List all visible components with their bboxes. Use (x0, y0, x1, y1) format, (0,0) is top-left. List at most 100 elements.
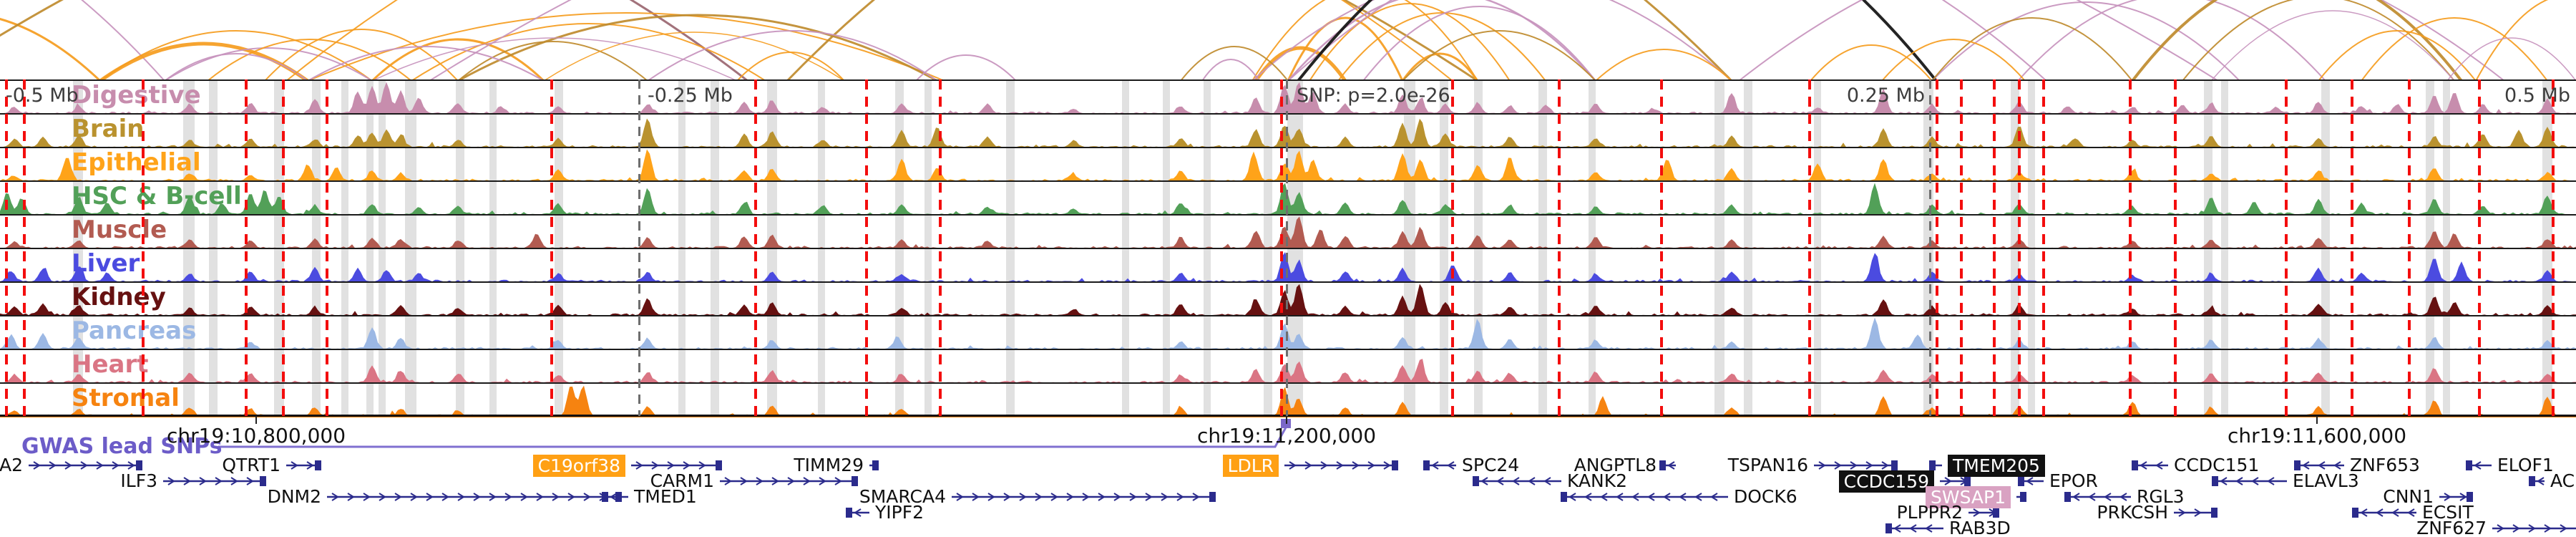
axis-tick-label: chr19:11,600,000 (2227, 424, 2407, 448)
axis-tick-label: chr19:11,200,000 (1196, 424, 1377, 448)
signal-area (0, 252, 2576, 283)
gene-ilf3 (163, 476, 266, 486)
interaction-arc (429, 0, 2219, 81)
gene-label-timm29: TIMM29 (794, 455, 864, 475)
lead-snp-dashed-line (1936, 79, 1938, 416)
lead-snp-dashed-line (1808, 79, 1811, 416)
gene-label-elof1: ELOF1 (2497, 455, 2554, 475)
interaction-arc (736, 52, 845, 81)
interaction-arc (1180, 46, 1289, 81)
signal-area (0, 216, 2576, 249)
interaction-arc (307, 12, 945, 81)
gene-label-rab3d: RAB3D (1949, 518, 2011, 537)
gene-cnn1 (2439, 492, 2473, 502)
gene-label-carm1: CARM1 (650, 470, 714, 491)
gwas-line (218, 427, 1287, 448)
interaction-arc (1287, 0, 1596, 81)
gene-label-dock6: DOCK6 (1734, 486, 1797, 507)
lead-snp-dashed-line (2351, 79, 2353, 416)
gene-label-plppr2: PLPPR2 (1896, 502, 1963, 523)
track-label: Pancreas (72, 316, 197, 345)
gene-label-znf653: ZNF653 (2350, 455, 2420, 475)
gene-znf627 (2492, 524, 2576, 533)
offset-label: 0.25 Mb (1846, 84, 1925, 107)
interaction-arc (543, 32, 845, 81)
gene-label-ccdc151: CCDC151 (2174, 455, 2260, 475)
interaction-arc (1252, 0, 1478, 81)
gene-label-tmed1: TMED1 (634, 486, 697, 507)
track-label: Heart (72, 350, 149, 379)
track-label: HSC & B-cell (72, 182, 242, 211)
gene-smarca4 (952, 492, 1216, 502)
lead-snp-dashed-line (282, 79, 285, 416)
gwas-lead-snps-label: GWAS lead SNPs (21, 434, 223, 459)
interaction-arc (915, 54, 1017, 81)
interaction-arc (0, 18, 102, 81)
gene-4a2 (29, 460, 142, 470)
signal-area (0, 118, 2576, 148)
interaction-arc (80, 0, 165, 81)
gene-label-dnm2: DNM2 (267, 486, 321, 507)
gene-elavl3 (2212, 476, 2287, 486)
interaction-arc (1931, 1, 2240, 81)
gene-dock6 (1561, 492, 1728, 502)
gene-label-tspan16: TSPAN16 (1727, 455, 1808, 475)
interaction-arc (371, 38, 545, 81)
offset-label: 0.5 Mb (2504, 84, 2570, 107)
interaction-arc (207, 39, 412, 81)
track-label: Stromal (72, 384, 180, 412)
interaction-arc (1402, 30, 1596, 81)
gene-label-cnn1: CNN1 (2383, 486, 2434, 507)
gene-prkcsh (2174, 508, 2218, 518)
interaction-arc (2182, 0, 2455, 81)
interaction-arc (647, 30, 938, 81)
gene-timm29 (869, 460, 879, 470)
interaction-arc (1201, 59, 1260, 81)
signal-area (0, 284, 2576, 316)
interaction-arc (1595, 49, 1732, 81)
gene-ecsit (2352, 508, 2416, 518)
lead-snp-dashed-line (1280, 79, 1283, 416)
lead-snp-dashed-line (754, 79, 757, 416)
gene-rgl3 (2064, 492, 2131, 502)
signal-area (0, 359, 2576, 384)
axis-tick-label: chr19:10,800,000 (166, 424, 346, 448)
gene-label-4a2: 4A2 (0, 455, 23, 475)
track-pancreas: Pancreas (0, 315, 2576, 350)
interaction-arc (1337, 12, 1546, 81)
interaction-arc (457, 14, 938, 81)
lead-snp-dashed-line (1558, 79, 1561, 416)
gene-ccdc151 (2132, 460, 2168, 470)
interaction-arc (629, 0, 748, 81)
track-label: Liver (72, 249, 140, 278)
gene-label-acp: ACP (2550, 470, 2576, 491)
lead-snp-dashed-line (2129, 79, 2132, 416)
gene-rab3d (1885, 523, 1943, 533)
gene-label-qtrt1: QTRT1 (222, 455, 280, 475)
signal-area (0, 183, 2576, 216)
gene-carm1 (720, 476, 858, 486)
reference-dashed-line (1286, 79, 1288, 416)
lead-snp-dashed-line (1993, 79, 1996, 416)
lead-snp-dashed-line (2478, 79, 2481, 416)
gene-ldlr (1284, 460, 1398, 470)
interaction-arc (0, 0, 1478, 81)
interaction-arc (2017, 0, 2326, 81)
interaction-arc (371, 37, 738, 81)
lead-snp-dashed-line (142, 79, 145, 416)
interaction-arcs-panel (0, 0, 2576, 81)
interaction-arc (1362, 6, 1596, 81)
interaction-arc (457, 41, 648, 81)
snp-pvalue-label: SNP: p=2.0e-26 (1297, 84, 1450, 107)
gene-qtrt1 (286, 460, 321, 470)
gene-epor (2018, 476, 2044, 486)
interaction-arc (1881, 39, 2026, 81)
lead-snp-dashed-line (2552, 79, 2555, 416)
gene-c19orf38 (631, 460, 722, 470)
lead-snp-dashed-line (2285, 79, 2288, 416)
gene-label-c19orf38: C19orf38 (532, 455, 625, 477)
track-digestive: Digestive (0, 79, 2576, 115)
interaction-arc (164, 53, 308, 81)
interaction-arc (2446, 37, 2576, 81)
